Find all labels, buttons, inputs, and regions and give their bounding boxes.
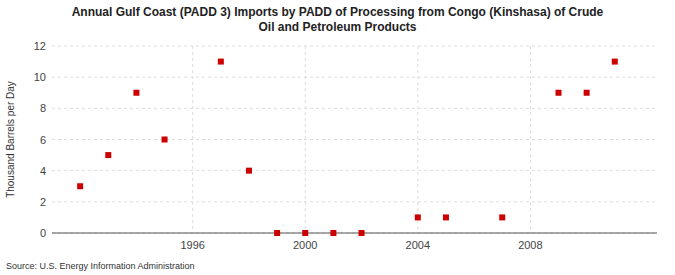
y-tick-label: 2 [40, 196, 46, 208]
y-tick-label: 10 [34, 71, 46, 83]
chart-svg: Annual Gulf Coast (PADD 3) Imports by PA… [0, 0, 675, 275]
y-grid-line [52, 46, 657, 47]
data-point [499, 214, 505, 220]
x-grid-line [530, 46, 531, 233]
x-grid-line [417, 46, 418, 233]
x-tick-label: 1996 [180, 239, 204, 251]
source-note: Source: U.S. Energy Information Administ… [6, 261, 195, 271]
data-point [274, 230, 280, 236]
data-point [556, 90, 562, 96]
data-point [133, 90, 139, 96]
data-point [330, 230, 336, 236]
y-tick-label: 4 [40, 165, 46, 177]
x-grid-line [192, 46, 193, 233]
x-tick-label: 2004 [406, 239, 430, 251]
x-tick-label: 2000 [293, 239, 317, 251]
y-tick-label: 6 [40, 134, 46, 146]
y-tick-label: 8 [40, 102, 46, 114]
points [77, 59, 618, 236]
y-grid-line [52, 170, 657, 171]
y-grid-line [52, 139, 657, 140]
chart-title: Annual Gulf Coast (PADD 3) Imports by PA… [72, 5, 604, 34]
data-point [246, 168, 252, 174]
data-point [415, 214, 421, 220]
data-point [302, 230, 308, 236]
y-tick-label: 12 [34, 40, 46, 52]
data-point [612, 59, 618, 65]
y-grid-line [52, 201, 657, 202]
chart-container: Annual Gulf Coast (PADD 3) Imports by PA… [0, 0, 675, 275]
data-point [77, 183, 83, 189]
y-grid-line [52, 233, 657, 234]
y-axis-label: Thousand Barrels per Day [5, 81, 16, 198]
chart-title-line: Annual Gulf Coast (PADD 3) Imports by PA… [72, 5, 604, 19]
data-point [359, 230, 365, 236]
data-point [218, 59, 224, 65]
grid [52, 46, 657, 233]
x-axis-line [52, 233, 657, 234]
data-point [443, 214, 449, 220]
x-tick-label: 2008 [518, 239, 542, 251]
data-point [105, 152, 111, 158]
y-tick-label: 0 [40, 227, 46, 239]
data-point [584, 90, 590, 96]
chart-title-line: Oil and Petroleum Products [258, 20, 416, 34]
x-grid-line [305, 46, 306, 233]
data-point [162, 137, 168, 143]
y-grid-line [52, 77, 657, 78]
y-grid-line [52, 108, 657, 109]
